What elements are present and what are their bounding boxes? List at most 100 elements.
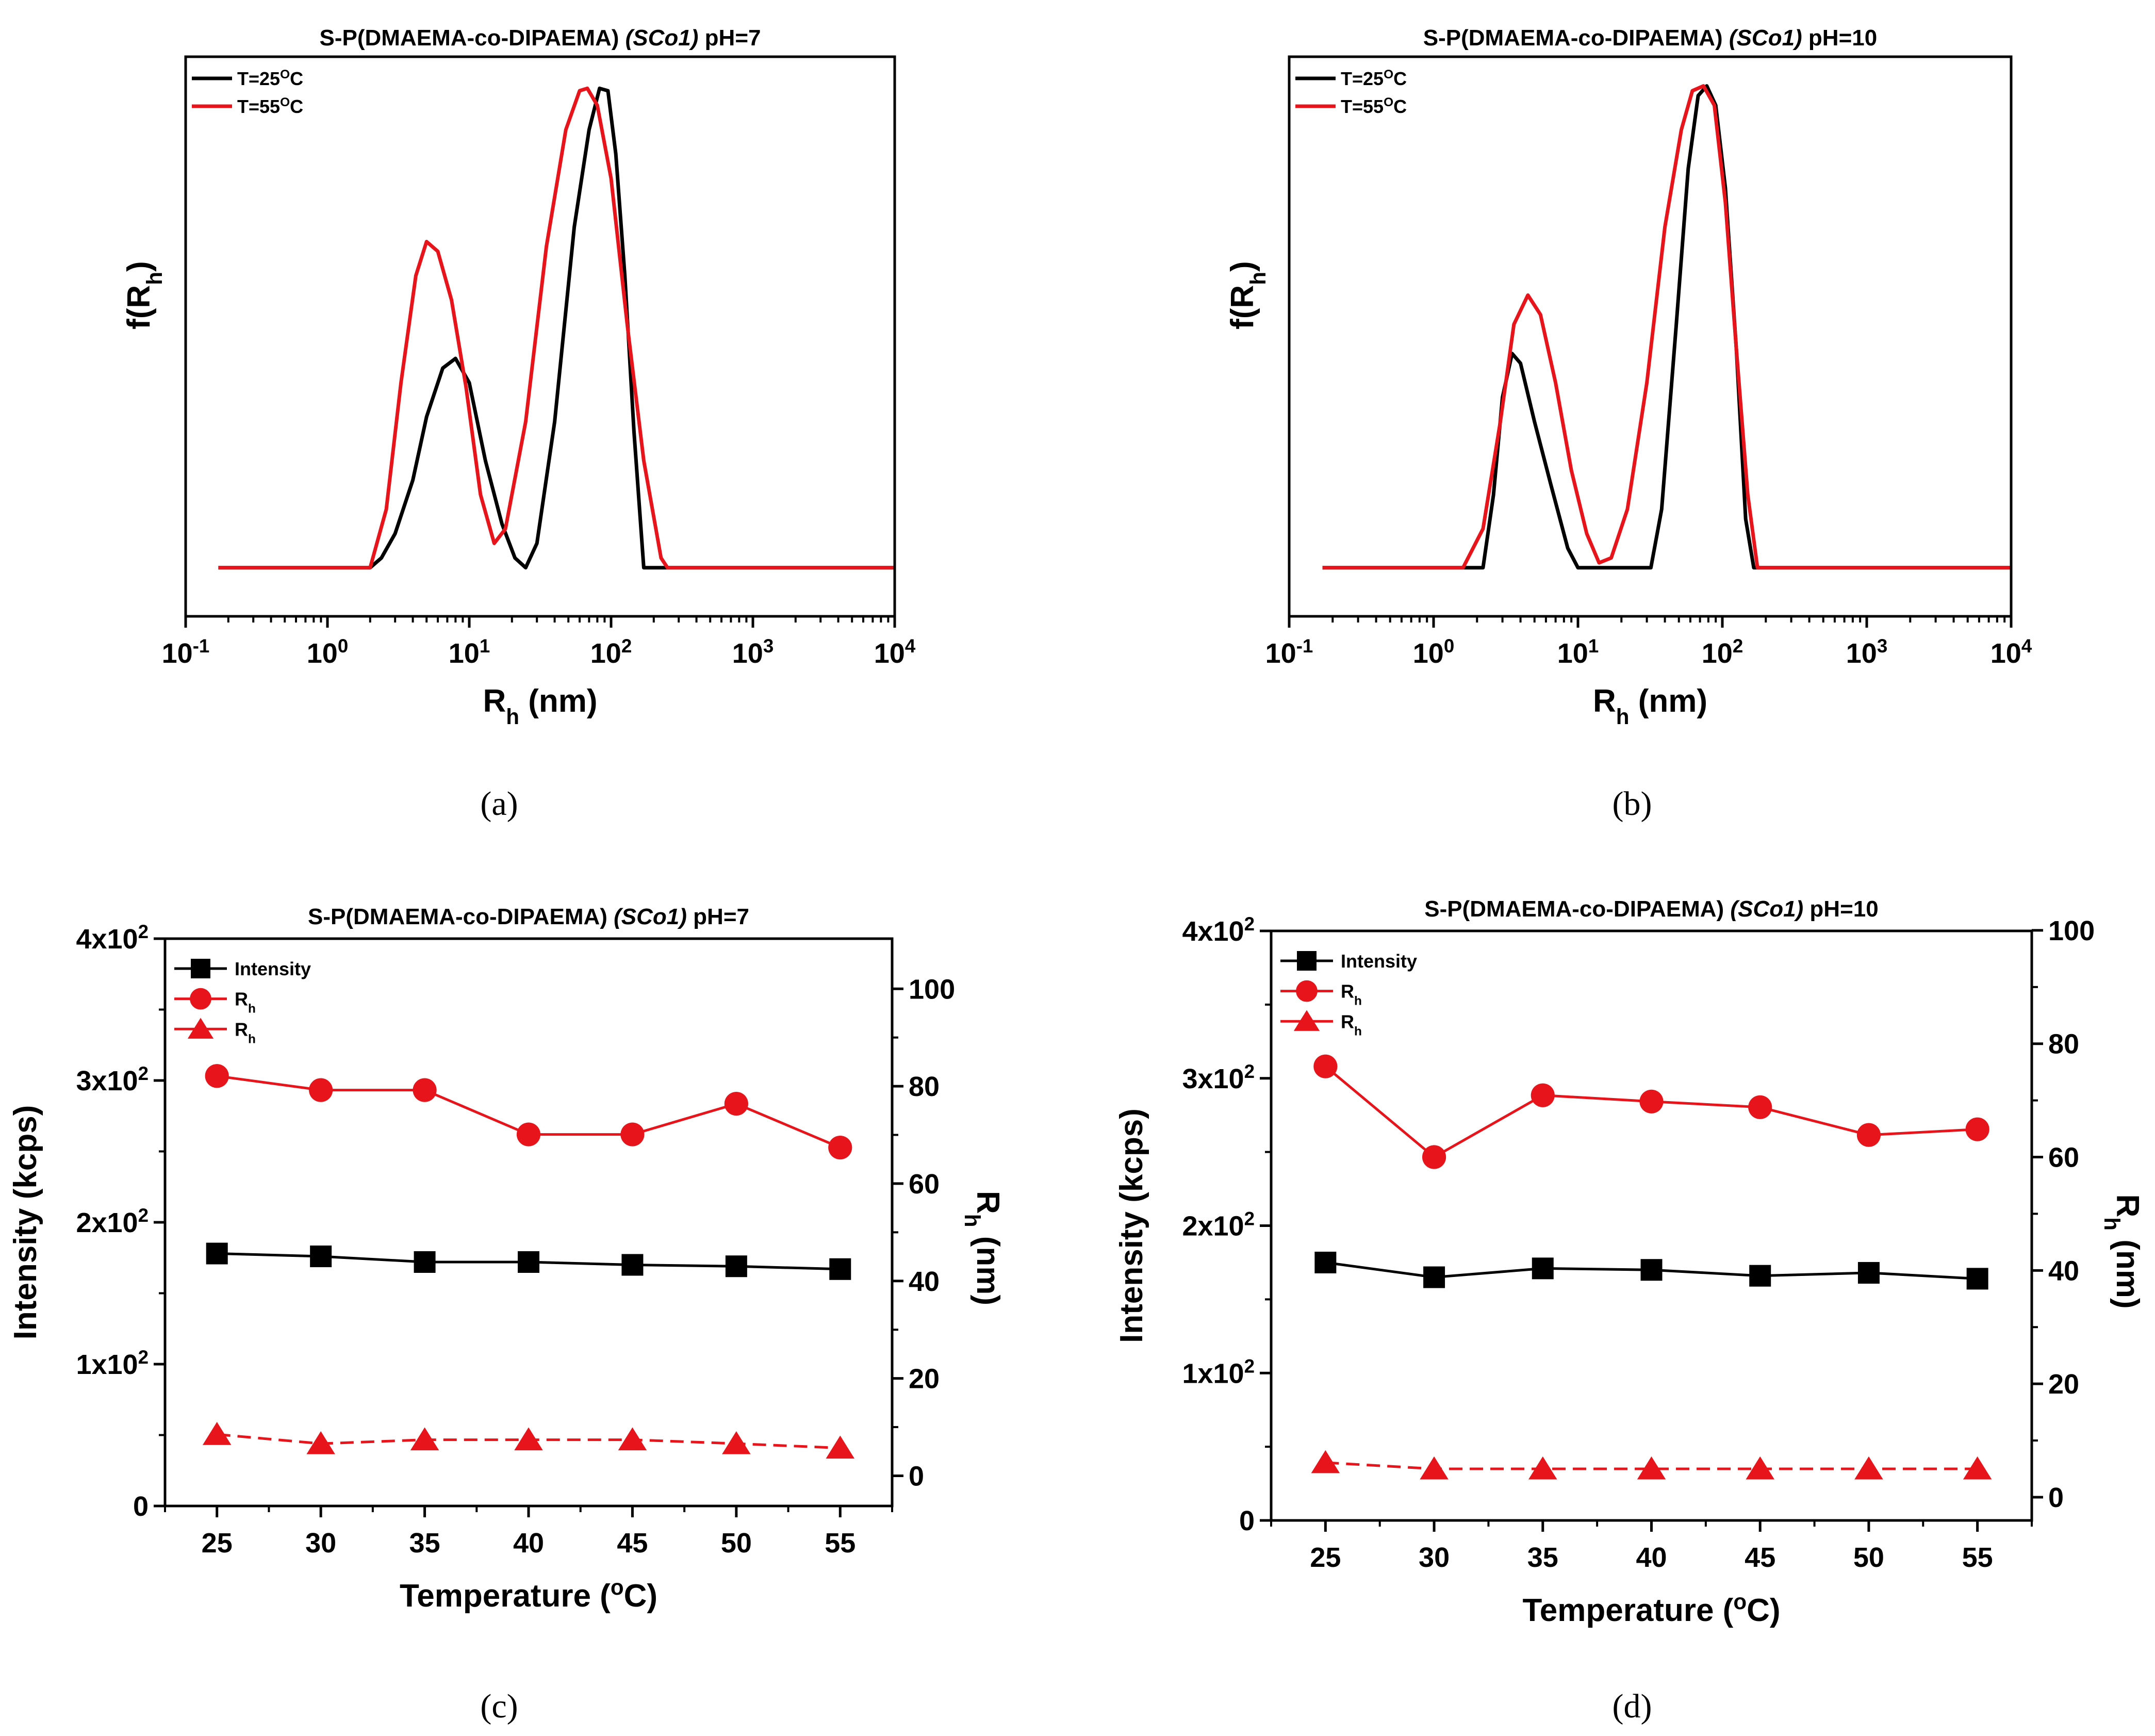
legend-label: Rh xyxy=(235,1019,256,1046)
y-axis-label: f(Rh) xyxy=(1225,261,1270,330)
chart-title-part: pH=7 xyxy=(698,25,761,51)
data-point-circle xyxy=(309,1078,333,1102)
data-point-square xyxy=(414,1251,436,1273)
y-left-tick-label-part: 2 xyxy=(138,921,149,942)
chart-title-part: S-P(DMAEMA-co-DIPAEMA) xyxy=(320,25,626,51)
x-tick-label: 104 xyxy=(874,635,916,669)
y-right-axis-label: Rh (nm) xyxy=(2100,1194,2146,1308)
y-right-tick-label: 0 xyxy=(2048,1482,2064,1513)
y-left-tick-label: 3x102 xyxy=(1182,1060,1255,1094)
y-left-tick-label-part: 2 xyxy=(1244,913,1255,935)
data-point-circle xyxy=(205,1064,229,1088)
legend-label: Rh xyxy=(1341,981,1362,1008)
x-tick-label-part: 1 xyxy=(1588,635,1599,657)
x-tick-label: 35 xyxy=(1527,1542,1558,1573)
y-right-tick-label: 80 xyxy=(2048,1029,2079,1060)
legend-label-part: Intensity xyxy=(1341,951,1417,972)
legend-label: Intensity xyxy=(235,958,311,979)
data-point-triangle xyxy=(514,1427,543,1451)
y-left-tick-label: 1x102 xyxy=(1182,1355,1255,1389)
legend-marker xyxy=(190,988,211,1010)
y-left-axis-label: Intensity (kcps) xyxy=(1114,1108,1149,1343)
x-axis-label-part: Temperature ( xyxy=(1522,1593,1733,1628)
data-point-triangle xyxy=(1420,1456,1449,1480)
legend-label: Intensity xyxy=(1341,951,1417,972)
legend-label-part: R xyxy=(235,1019,248,1040)
data-point-circle xyxy=(516,1122,541,1147)
y-right-axis-label-part: h xyxy=(961,1214,985,1227)
x-axis-label: Rh (nm) xyxy=(483,683,597,729)
data-point-circle xyxy=(1422,1145,1446,1169)
x-tick-label: 10-1 xyxy=(1265,635,1313,669)
chart-title-part: pH=7 xyxy=(687,904,749,929)
x-tick-label-part: 4 xyxy=(905,635,916,657)
x-axis-label-part: C) xyxy=(624,1578,657,1614)
x-tick-label: 50 xyxy=(721,1528,752,1559)
y-right-axis-label-part: R xyxy=(2110,1194,2145,1217)
x-axis-label-part: h xyxy=(506,705,519,729)
y-left-tick-label-part: 2 xyxy=(138,1347,149,1368)
legend-label-part: O xyxy=(1384,95,1393,109)
y-left-tick-label-part: 2x10 xyxy=(76,1207,138,1238)
legend-marker xyxy=(187,1018,214,1039)
data-point-triangle xyxy=(722,1431,751,1454)
data-point-square xyxy=(1749,1265,1771,1287)
data-point-triangle xyxy=(202,1422,232,1445)
data-point-circle xyxy=(1313,1054,1338,1078)
chart-title-part: (SCo1) xyxy=(626,25,699,51)
legend-marker xyxy=(1297,951,1317,971)
y-axis-label-part: h xyxy=(142,272,167,285)
y-left-tick-label: 4x102 xyxy=(1182,913,1255,947)
x-tick-label-part: 10 xyxy=(732,638,763,669)
y-right-tick-label: 60 xyxy=(2048,1142,2079,1173)
x-axis-label-part: o xyxy=(611,1575,624,1599)
data-point-square xyxy=(1966,1268,1988,1290)
legend-label-part: O xyxy=(280,95,290,109)
y-axis-label-part: f(R xyxy=(121,285,157,330)
chart-title-part: (SCo1) xyxy=(1729,25,1802,51)
y-left-tick-label-part: 1x10 xyxy=(1182,1358,1244,1389)
legend-label: Rh xyxy=(1341,1011,1362,1038)
chart-title-part: S-P(DMAEMA-co-DIPAEMA) xyxy=(1424,896,1730,922)
y-left-tick-label-part: 2 xyxy=(1244,1208,1255,1229)
y-left-tick-label: 1x102 xyxy=(76,1347,149,1381)
data-point-circle xyxy=(1856,1123,1881,1147)
data-point-square xyxy=(310,1246,332,1267)
y-axis-label-part: f(R xyxy=(1225,285,1260,330)
y-right-axis-label-part: R xyxy=(970,1191,1006,1214)
legend-label: T=25OC xyxy=(1341,68,1407,90)
legend-label-part: C xyxy=(290,68,303,89)
data-point-circle xyxy=(620,1122,645,1147)
x-tick-label: 100 xyxy=(307,635,349,669)
series-line-t55 xyxy=(1322,84,2011,570)
x-tick-label: 30 xyxy=(305,1528,336,1559)
x-tick-label-part: 3 xyxy=(1877,635,1887,657)
x-tick-label: 104 xyxy=(1991,635,2032,669)
y-right-tick-label: 40 xyxy=(2048,1255,2079,1286)
x-tick-label-part: 10 xyxy=(874,638,905,669)
y-right-tick-label: 40 xyxy=(909,1266,940,1297)
chart-title: S-P(DMAEMA-co-DIPAEMA) (SCo1) pH=10 xyxy=(1423,25,1877,51)
y-left-tick-label-part: 0 xyxy=(133,1491,149,1522)
legend-label: T=55OC xyxy=(237,95,303,118)
x-tick-label-part: 10 xyxy=(590,638,621,669)
y-left-tick-label: 2x102 xyxy=(1182,1208,1255,1242)
chart-title-part: (SCo1) xyxy=(1730,896,1803,922)
y-right-tick-label: 60 xyxy=(909,1169,940,1200)
legend-label-part: O xyxy=(280,68,290,81)
data-point-triangle xyxy=(826,1435,855,1459)
x-tick-label: 101 xyxy=(449,635,490,669)
data-point-circle xyxy=(1531,1083,1555,1107)
legend-label-part: T=25 xyxy=(1341,68,1384,89)
x-tick-label-part: 4 xyxy=(2021,635,2032,657)
y-left-tick-label-part: 2 xyxy=(1244,1355,1255,1377)
data-point-circle xyxy=(828,1135,852,1160)
x-tick-label: 103 xyxy=(1846,635,1888,669)
legend-label: T=55OC xyxy=(1341,95,1407,118)
y-right-tick-label: 20 xyxy=(909,1364,940,1395)
x-axis-label-part: (nm) xyxy=(519,683,598,719)
y-left-tick-label-part: 2x10 xyxy=(1182,1211,1244,1242)
chart-title: S-P(DMAEMA-co-DIPAEMA) (SCo1) pH=10 xyxy=(1424,896,1878,922)
y-left-tick-label: 3x102 xyxy=(76,1063,149,1097)
data-point-square xyxy=(1532,1257,1554,1280)
